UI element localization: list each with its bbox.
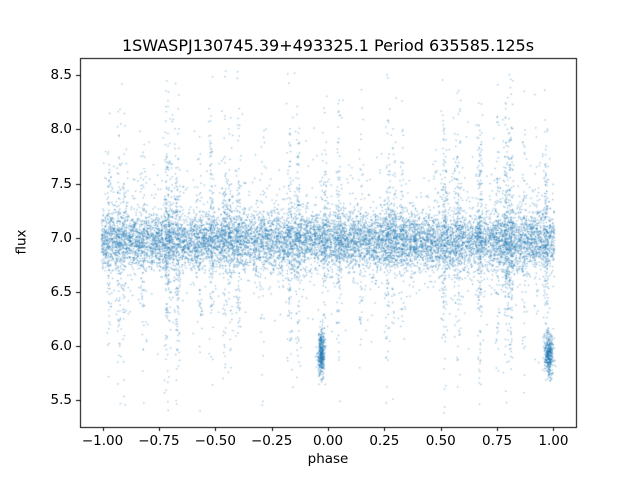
x-tick-label: 0.75: [482, 433, 513, 449]
y-tick-label: 5.5: [50, 391, 72, 408]
x-tick-label: 0.50: [425, 433, 456, 449]
chart-title: 1SWASPJ130745.39+493325.1 Period 635585.…: [121, 36, 535, 55]
y-tick-label: 8.0: [50, 121, 72, 138]
y-tick-label: 6.5: [50, 283, 72, 300]
x-tick-label: −0.50: [194, 433, 236, 449]
x-tick-label: −0.75: [138, 433, 180, 449]
x-tick-label: 0.25: [369, 433, 400, 449]
y-tick-label: 6.0: [50, 337, 72, 354]
y-tick-label: 7.0: [50, 229, 72, 246]
x-tick-label: −0.25: [250, 433, 293, 449]
y-tick-label: 7.5: [50, 175, 72, 192]
x-tick-label: 0.00: [312, 433, 344, 449]
x-tick-label: 1.00: [538, 433, 569, 449]
y-tick-label: 8.5: [50, 67, 72, 84]
x-tick-label: −1.00: [81, 433, 124, 449]
x-axis-label: phase: [307, 451, 349, 467]
